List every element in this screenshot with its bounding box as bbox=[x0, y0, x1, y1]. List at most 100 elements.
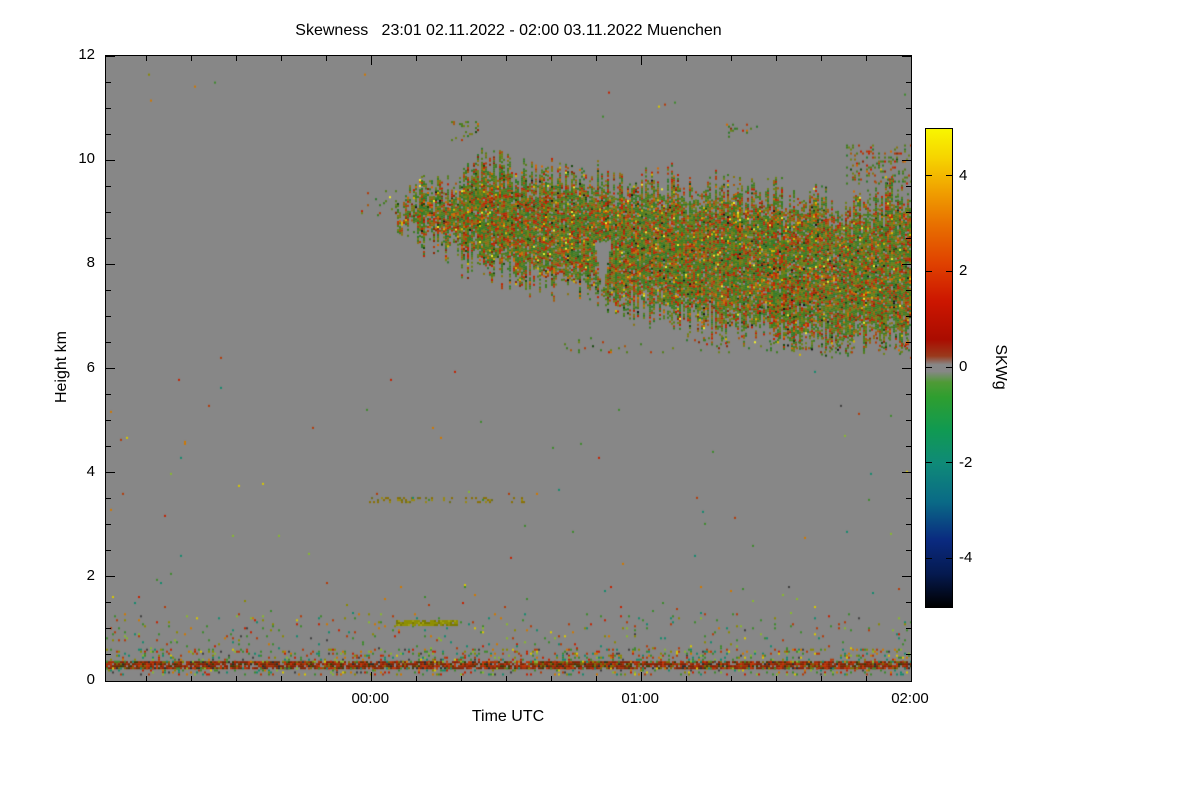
colorbar-tick-label: 4 bbox=[959, 166, 968, 184]
y-minor-tick bbox=[106, 211, 111, 213]
colorbar-tick-label: -2 bbox=[959, 453, 973, 471]
colorbar-tick bbox=[946, 462, 952, 464]
x-minor-tick bbox=[280, 56, 282, 61]
x-minor-tick bbox=[190, 56, 192, 61]
x-minor-tick bbox=[775, 676, 777, 681]
x-major-tick bbox=[910, 56, 911, 65]
x-minor-tick bbox=[595, 676, 597, 681]
x-minor-tick bbox=[460, 56, 462, 61]
x-major-tick bbox=[640, 56, 642, 65]
colorbar-tick-label: 0 bbox=[959, 358, 968, 375]
x-minor-tick bbox=[505, 676, 507, 681]
x-minor-tick bbox=[145, 676, 147, 681]
colorbar-tick bbox=[926, 366, 932, 368]
y-minor-tick bbox=[906, 133, 911, 135]
x-minor-tick bbox=[820, 56, 822, 61]
x-major-tick bbox=[370, 672, 372, 681]
y-minor-tick bbox=[906, 420, 911, 422]
plot-area bbox=[105, 55, 912, 682]
x-axis-label: Time UTC bbox=[471, 708, 545, 725]
y-minor-tick bbox=[906, 628, 911, 630]
y-minor-tick bbox=[106, 550, 111, 552]
heatmap-canvas bbox=[106, 56, 911, 681]
y-minor-tick bbox=[906, 341, 911, 343]
x-minor-tick bbox=[775, 56, 777, 61]
y-minor-tick bbox=[106, 185, 111, 187]
x-minor-tick bbox=[505, 56, 507, 61]
y-major-tick bbox=[902, 263, 911, 265]
y-minor-tick bbox=[106, 446, 111, 448]
y-minor-tick bbox=[106, 420, 111, 422]
x-tick-label: 01:00 bbox=[621, 690, 659, 707]
y-minor-tick bbox=[906, 524, 911, 526]
y-minor-tick bbox=[106, 133, 111, 135]
y-minor-tick bbox=[106, 524, 111, 526]
colorbar-gradient bbox=[925, 128, 953, 608]
x-minor-tick bbox=[820, 676, 822, 681]
y-tick-label: 10 bbox=[78, 150, 95, 168]
x-minor-tick bbox=[325, 56, 327, 61]
x-minor-tick bbox=[415, 56, 417, 61]
y-minor-tick bbox=[906, 237, 911, 239]
x-minor-tick bbox=[550, 56, 552, 61]
x-minor-tick bbox=[415, 676, 417, 681]
y-tick-label: 8 bbox=[86, 254, 95, 272]
x-minor-tick bbox=[865, 676, 867, 681]
y-minor-tick bbox=[906, 550, 911, 552]
y-minor-tick bbox=[906, 107, 911, 109]
colorbar-tick-label: -4 bbox=[959, 549, 973, 567]
x-minor-tick bbox=[235, 56, 237, 61]
colorbar-tick bbox=[946, 175, 952, 177]
y-minor-tick bbox=[906, 602, 911, 604]
y-minor-tick bbox=[906, 394, 911, 396]
y-minor-tick bbox=[106, 498, 111, 500]
y-minor-tick bbox=[906, 185, 911, 187]
x-tick-label: 02:00 bbox=[891, 690, 929, 707]
y-tick-label: 4 bbox=[86, 462, 95, 480]
y-tick-label: 0 bbox=[86, 671, 95, 688]
y-minor-tick bbox=[106, 628, 111, 630]
y-major-tick bbox=[902, 576, 911, 578]
x-tick-label: 00:00 bbox=[351, 690, 390, 707]
x-minor-tick bbox=[235, 676, 237, 681]
x-major-tick bbox=[910, 672, 911, 681]
x-major-tick bbox=[370, 56, 372, 65]
y-minor-tick bbox=[106, 289, 111, 291]
y-minor-tick bbox=[906, 446, 911, 448]
colorbar-tick bbox=[946, 270, 952, 272]
x-minor-tick bbox=[730, 56, 732, 61]
y-minor-tick bbox=[106, 602, 111, 604]
y-minor-tick bbox=[106, 237, 111, 239]
x-minor-tick bbox=[325, 676, 327, 681]
colorbar-tick bbox=[926, 462, 932, 464]
y-major-tick bbox=[902, 472, 911, 474]
x-minor-tick bbox=[145, 56, 147, 61]
y-major-tick bbox=[902, 159, 911, 161]
y-minor-tick bbox=[906, 498, 911, 500]
y-major-tick bbox=[106, 472, 115, 474]
x-major-tick bbox=[640, 672, 642, 681]
colorbar-tick bbox=[926, 175, 932, 177]
y-tick-label: 2 bbox=[86, 566, 95, 584]
x-minor-tick bbox=[685, 676, 687, 681]
y-minor-tick bbox=[906, 289, 911, 291]
colorbar-tick bbox=[946, 557, 952, 559]
y-tick-label: 12 bbox=[78, 46, 95, 63]
y-minor-tick bbox=[906, 81, 911, 83]
y-minor-tick bbox=[906, 654, 911, 656]
colorbar-tick bbox=[926, 557, 932, 559]
x-minor-tick bbox=[865, 56, 867, 61]
x-minor-tick bbox=[730, 676, 732, 681]
y-tick-label: 6 bbox=[86, 358, 95, 376]
y-major-tick bbox=[106, 680, 115, 681]
y-major-tick bbox=[106, 368, 115, 369]
plot-title: Skewness 23:01 02.11.2022 - 02:00 03.11.… bbox=[295, 22, 722, 39]
colorbar-tick bbox=[946, 366, 952, 368]
colorbar-tick bbox=[926, 270, 932, 272]
x-minor-tick bbox=[190, 676, 192, 681]
x-minor-tick bbox=[595, 56, 597, 61]
y-major-tick bbox=[902, 56, 911, 57]
y-major-tick bbox=[106, 576, 115, 578]
y-major-tick bbox=[106, 263, 115, 265]
